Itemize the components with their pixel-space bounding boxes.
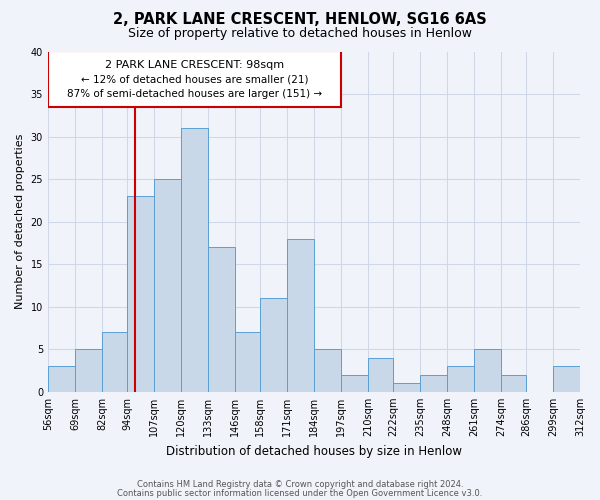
Text: 87% of semi-detached houses are larger (151) →: 87% of semi-detached houses are larger (… xyxy=(67,89,322,99)
Text: Contains public sector information licensed under the Open Government Licence v3: Contains public sector information licen… xyxy=(118,488,482,498)
Bar xyxy=(447,366,474,392)
Bar xyxy=(181,128,208,392)
Bar xyxy=(127,196,154,392)
Bar xyxy=(208,247,235,392)
Text: ← 12% of detached houses are smaller (21): ← 12% of detached houses are smaller (21… xyxy=(80,74,308,85)
Bar xyxy=(154,179,181,392)
Bar xyxy=(553,366,580,392)
Bar xyxy=(287,238,314,392)
Text: 2, PARK LANE CRESCENT, HENLOW, SG16 6AS: 2, PARK LANE CRESCENT, HENLOW, SG16 6AS xyxy=(113,12,487,28)
Bar xyxy=(501,375,526,392)
Bar xyxy=(474,350,501,392)
Bar xyxy=(235,332,260,392)
Bar xyxy=(341,375,368,392)
Text: 2 PARK LANE CRESCENT: 98sqm: 2 PARK LANE CRESCENT: 98sqm xyxy=(105,60,284,70)
Bar xyxy=(393,384,420,392)
Bar xyxy=(314,350,341,392)
Y-axis label: Number of detached properties: Number of detached properties xyxy=(15,134,25,310)
X-axis label: Distribution of detached houses by size in Henlow: Distribution of detached houses by size … xyxy=(166,444,462,458)
Bar xyxy=(420,375,447,392)
Bar xyxy=(75,350,102,392)
Bar xyxy=(102,332,127,392)
Bar xyxy=(368,358,393,392)
Bar xyxy=(260,298,287,392)
FancyBboxPatch shape xyxy=(48,52,341,107)
Text: Contains HM Land Registry data © Crown copyright and database right 2024.: Contains HM Land Registry data © Crown c… xyxy=(137,480,463,489)
Text: Size of property relative to detached houses in Henlow: Size of property relative to detached ho… xyxy=(128,28,472,40)
Bar xyxy=(48,366,75,392)
